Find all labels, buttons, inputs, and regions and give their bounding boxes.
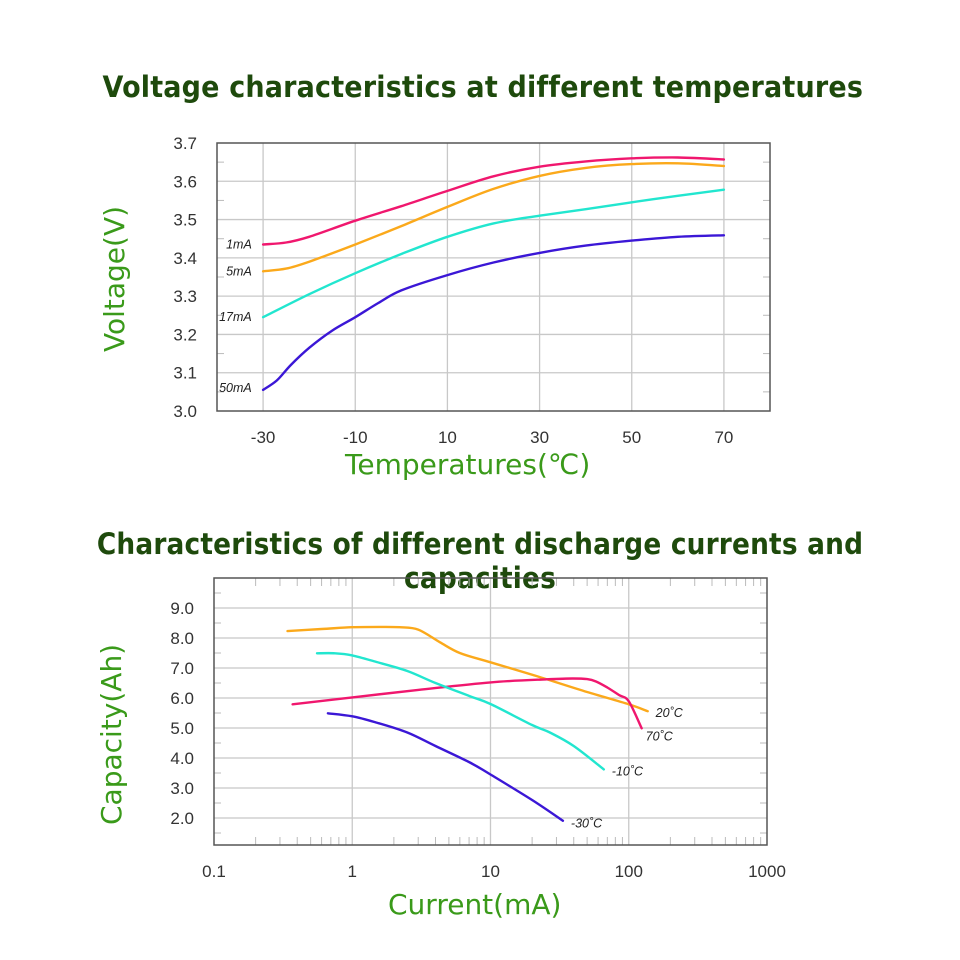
- series-label-50mA: 50mA: [219, 381, 252, 395]
- chart-title-voltage: Voltage characteristics at different tem…: [102, 70, 864, 104]
- series-line-50mA: [261, 234, 726, 392]
- y-tick-label: 8.0: [170, 629, 194, 648]
- plot-frame: [216, 142, 771, 412]
- x-axis-label-current: Current(mA): [388, 888, 562, 921]
- chart-title-capacity: Characteristics of different discharge c…: [96, 527, 864, 595]
- x-tick-label: 100: [615, 862, 643, 881]
- gridlines: [217, 143, 770, 411]
- series-line--30C: [326, 712, 565, 822]
- series-line-17mA: [261, 188, 726, 319]
- series-line-70C: [291, 677, 643, 730]
- y-tick-label: 3.5: [173, 211, 197, 230]
- chart-1: -30 -10 10 30 50 70 3.0 3.1 3.2 3.3 3.4 3.5 3.6 3.7 1m…: [173, 134, 771, 447]
- y-tick-label: 6.0: [170, 689, 194, 708]
- x-tick-label: 0.1: [202, 862, 226, 881]
- y-tick-label: 3.6: [173, 172, 197, 191]
- y-tick-label: 3.7: [173, 134, 197, 153]
- series-label--30C: -30˚C: [571, 817, 603, 831]
- series-label-5mA: 5mA: [226, 264, 252, 278]
- x-tick-label: 30: [530, 428, 549, 447]
- y-tick-label: 5.0: [170, 719, 194, 738]
- y-tick-label: 4.0: [170, 749, 194, 768]
- y-tick-label: 9.0: [170, 599, 194, 618]
- y-tick-label: 3.2: [173, 325, 197, 344]
- x-tick-label: 1: [348, 862, 357, 881]
- y-tick-label: 3.0: [173, 402, 197, 421]
- series-label-17mA: 17mA: [219, 310, 252, 324]
- series-line-20C: [286, 625, 649, 713]
- series-label-70C: 70˚C: [646, 729, 674, 743]
- series-line-1mA: [261, 156, 726, 246]
- x-tick-label: 50: [622, 428, 641, 447]
- series-label-20C: 20˚C: [655, 706, 684, 720]
- x-tick-label: -30: [251, 428, 276, 447]
- series-label-1mA: 1mA: [226, 237, 252, 251]
- y-tick-label: 2.0: [170, 809, 194, 828]
- x-tick-label: -10: [343, 428, 368, 447]
- y-tick-label: 7.0: [170, 659, 194, 678]
- y-tick-label: 3.4: [173, 249, 197, 268]
- plot-frame: [213, 577, 768, 846]
- y-tick-label: 3.3: [173, 287, 197, 306]
- x-axis-label-temperature: Temperatures(℃): [345, 448, 591, 481]
- chart-2: 0.1 1 10 100 1000 2.0 3.0 4.0 5.0 6.0 7.0 8.0 9.0 20˚…: [170, 577, 786, 881]
- x-tick-label: 10: [481, 862, 500, 881]
- x-tick-label: 70: [714, 428, 733, 447]
- series-label--10C: -10˚C: [612, 764, 644, 778]
- y-tick-label: 3.0: [170, 779, 194, 798]
- series-line-5mA: [261, 161, 726, 273]
- x-tick-label: 1000: [748, 862, 786, 881]
- gridlines: [214, 578, 767, 845]
- x-tick-label: 10: [438, 428, 457, 447]
- series-line--10C: [315, 651, 605, 771]
- y-tick-label: 3.1: [173, 364, 197, 383]
